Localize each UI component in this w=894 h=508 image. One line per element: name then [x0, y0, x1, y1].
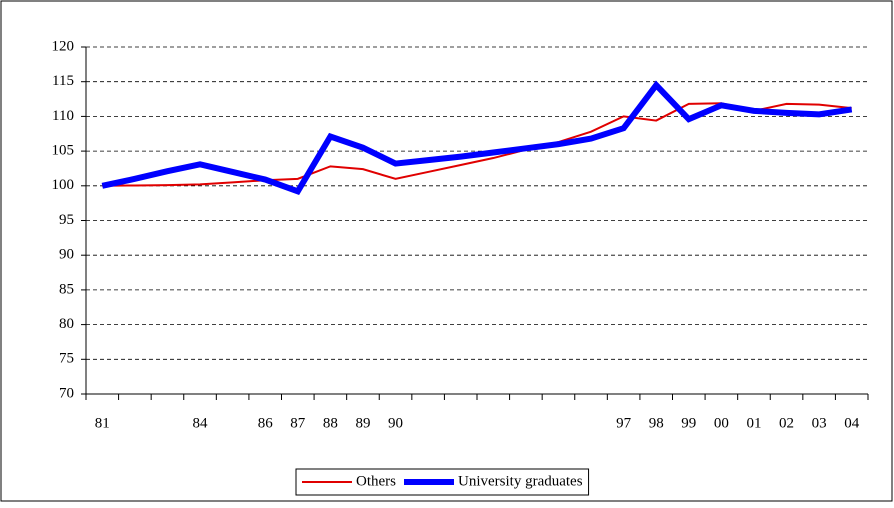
y-tick-label: 80: [59, 316, 74, 332]
y-tick-label: 115: [52, 73, 74, 89]
y-tick-label: 75: [59, 351, 74, 367]
x-tick-label: 84: [193, 415, 209, 431]
x-tick-label: 00: [714, 415, 729, 431]
x-tick-label: 98: [649, 415, 664, 431]
y-tick-label: 95: [59, 212, 74, 228]
y-tick-label: 90: [59, 247, 74, 263]
x-tick-label: 90: [388, 415, 403, 431]
y-tick-label: 110: [52, 108, 74, 124]
x-tick-label: 03: [812, 415, 827, 431]
legend-label: University graduates: [458, 473, 583, 489]
legend: Others University graduates: [295, 468, 590, 496]
series-line: [101, 80, 853, 196]
x-tick-label: 81: [95, 415, 110, 431]
y-tick-label: 85: [59, 281, 74, 297]
x-tick-label: 04: [844, 415, 860, 431]
x-tick-label: 99: [681, 415, 696, 431]
y-tick-label: 70: [59, 385, 74, 401]
x-tick-label: 97: [616, 415, 632, 431]
x-tick-label: 86: [258, 415, 274, 431]
x-tick-label: 88: [323, 415, 338, 431]
x-tick-label: 89: [355, 415, 370, 431]
y-tick-label: 100: [52, 177, 75, 193]
x-tick-label: 87: [290, 415, 306, 431]
y-tick-label: 105: [52, 143, 75, 159]
x-tick-label: 01: [746, 415, 761, 431]
y-tick-label: 120: [52, 38, 75, 54]
x-tick-label: 02: [779, 415, 794, 431]
legend-label: Others: [356, 473, 396, 489]
